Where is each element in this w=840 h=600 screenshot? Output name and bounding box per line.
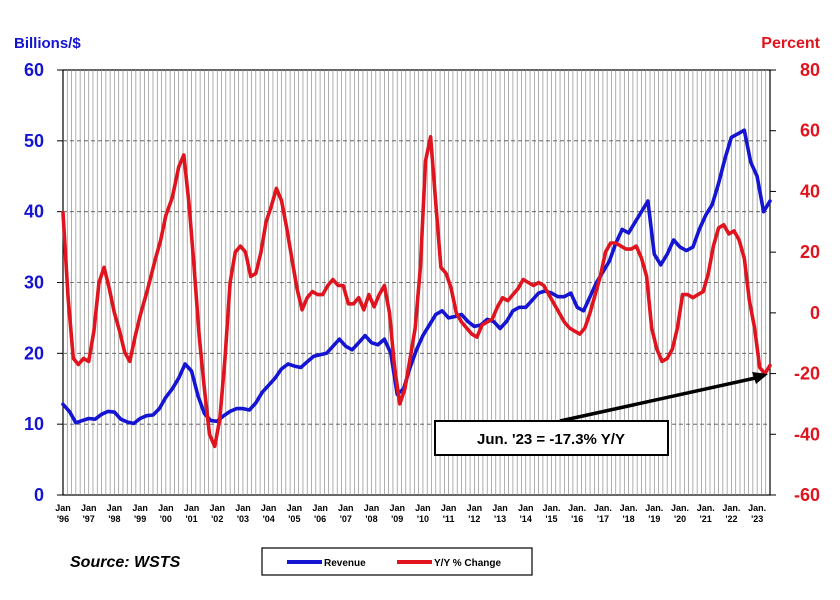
right-tick-label: -40 — [794, 424, 820, 444]
x-tick-label-month: Jan. — [645, 503, 663, 513]
x-tick-label-year: '97 — [83, 514, 95, 524]
right-axis-title: Percent — [761, 35, 820, 52]
annotation: Jun. '23 = -17.3% Y/Y — [434, 372, 768, 456]
x-tick-label-month: Jan — [235, 503, 251, 513]
x-axis-ticks: Jan'96Jan'97Jan'98Jan'99Jan'00Jan'01Jan'… — [55, 503, 766, 524]
x-tick-label-month: Jan — [107, 503, 123, 513]
revenue-line — [61, 128, 772, 426]
x-tick-label-year: '19 — [648, 514, 660, 524]
legend-label-yoy: Y/Y % Change — [434, 558, 501, 569]
x-tick-label-year: '02 — [211, 514, 223, 524]
x-tick-label-month: Jan — [338, 503, 354, 513]
x-tick-label-year: '99 — [134, 514, 146, 524]
x-tick-label-year: '06 — [314, 514, 326, 524]
x-tick-label-month: Jan — [81, 503, 97, 513]
x-tick-label-year: '11 — [443, 514, 455, 524]
x-tick-label-year: '98 — [108, 514, 120, 524]
right-tick-label: 0 — [810, 303, 820, 323]
x-tick-label-month: Jan. — [722, 503, 740, 513]
x-tick-label-month: Jan — [312, 503, 328, 513]
x-tick-label-month: Jan — [132, 503, 148, 513]
x-tick-label-month: Jan — [184, 503, 200, 513]
x-tick-label-month: Jan. — [748, 503, 766, 513]
x-tick-label-month: Jan — [389, 503, 405, 513]
legend: Revenue Y/Y % Change — [261, 547, 533, 576]
x-tick-label-month: Jan — [158, 503, 174, 513]
series-layer — [61, 128, 772, 449]
left-tick-label: 50 — [24, 131, 44, 151]
x-tick-label-month: Jan. — [697, 503, 715, 513]
right-tick-label: 20 — [800, 242, 820, 262]
x-tick-label-month: Jan — [209, 503, 225, 513]
x-tick-label-year: '20 — [674, 514, 686, 524]
left-tick-label: 20 — [24, 343, 44, 363]
right-tick-label: -20 — [794, 364, 820, 384]
x-tick-label-year: '04 — [263, 514, 275, 524]
left-axis-ticks: 0 10 20 30 40 50 60 — [24, 60, 63, 505]
x-tick-label-month: Jan — [364, 503, 380, 513]
left-axis-title: Billions/$ — [14, 35, 81, 52]
x-tick-label-year: '21 — [700, 514, 712, 524]
x-tick-label-month: Jan. — [594, 503, 612, 513]
left-tick-label: 30 — [24, 273, 44, 293]
x-tick-label-month: Jan — [287, 503, 303, 513]
left-tick-label: 40 — [24, 202, 44, 222]
left-tick-label: 10 — [24, 414, 44, 434]
x-tick-label-year: '15 — [545, 514, 557, 524]
x-tick-label-year: '18 — [623, 514, 635, 524]
x-tick-label-month: Jan — [518, 503, 534, 513]
x-tick-label-month: Jan. — [542, 503, 560, 513]
legend-label-revenue: Revenue — [324, 558, 366, 569]
x-tick-label-year: '23 — [751, 514, 763, 524]
x-tick-label-year: '08 — [365, 514, 377, 524]
x-tick-label-year: '22 — [725, 514, 737, 524]
x-tick-label-month: Jan — [467, 503, 483, 513]
x-tick-label-month: Jan. — [620, 503, 638, 513]
x-tick-label-month: Jan. — [671, 503, 689, 513]
right-tick-label: 60 — [800, 121, 820, 141]
x-tick-label-month: Jan — [441, 503, 457, 513]
x-tick-label-month: Jan — [55, 503, 71, 513]
x-tick-label-year: '13 — [494, 514, 506, 524]
x-tick-label-year: '01 — [185, 514, 197, 524]
left-tick-label: 60 — [24, 60, 44, 80]
annotation-arrowhead — [752, 372, 768, 384]
right-tick-label: 40 — [800, 181, 820, 201]
x-tick-label-year: '10 — [417, 514, 429, 524]
x-tick-label-year: '09 — [391, 514, 403, 524]
x-tick-label-year: '12 — [468, 514, 480, 524]
right-tick-label: 80 — [800, 60, 820, 80]
right-axis-ticks: -60 -40 -20 0 20 40 60 80 — [770, 60, 820, 505]
x-tick-label-year: '03 — [237, 514, 249, 524]
left-tick-label: 0 — [34, 485, 44, 505]
annotation-text: Jun. '23 = -17.3% Y/Y — [477, 431, 625, 448]
x-tick-label-year: '17 — [597, 514, 609, 524]
source-note: Source: WSTS — [70, 554, 181, 571]
x-tick-label-month: Jan — [261, 503, 277, 513]
x-tick-label-year: '00 — [160, 514, 172, 524]
x-tick-label-month: Jan. — [568, 503, 586, 513]
x-tick-label-year: '16 — [571, 514, 583, 524]
annotation-arrow — [559, 375, 761, 423]
x-tick-label-year: '14 — [520, 514, 532, 524]
x-tick-label-year: '07 — [340, 514, 352, 524]
x-tick-label-year: '05 — [288, 514, 300, 524]
right-tick-label: -60 — [794, 485, 820, 505]
yoy-change-line — [61, 135, 772, 449]
annotation-box — [434, 420, 669, 456]
x-tick-label-year: '96 — [57, 514, 69, 524]
x-tick-label-month: Jan — [492, 503, 508, 513]
x-tick-label-month: Jan — [415, 503, 431, 513]
